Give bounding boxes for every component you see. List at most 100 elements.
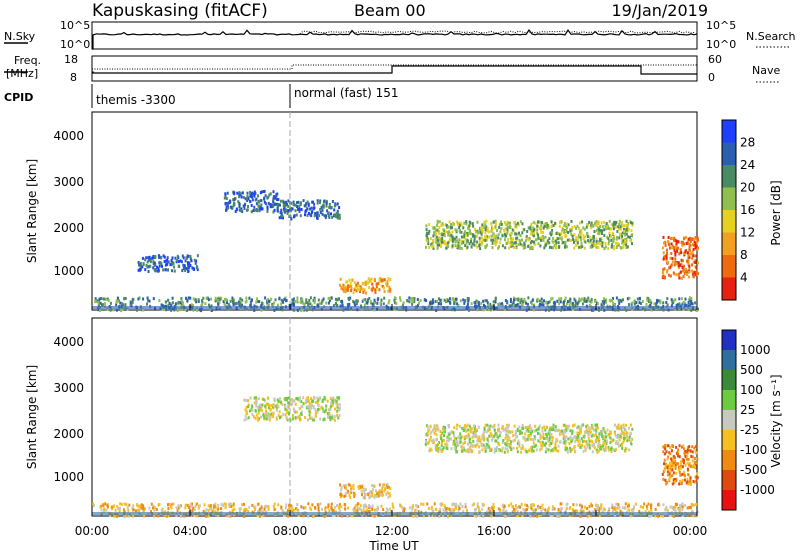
velocity-echo-cell [132,508,135,511]
velocity-echo-cell [604,448,607,452]
power-echo-cell [484,235,487,239]
velocity-echo-cell [140,503,143,507]
power-echo-cell [474,234,477,238]
velocity-echo-cell [314,506,317,510]
power-echo-cell [573,297,576,301]
power-echo-cell [515,242,518,246]
velocity-echo-cell [455,502,458,506]
velocity-echo-cell [565,428,568,432]
velocity-echo-cell [464,427,467,431]
velocity-echo-cell [327,415,330,419]
power-echo-cell [570,220,573,223]
power-echo-cell [526,237,529,241]
velocity-echo-cell [338,403,341,407]
velocity-echo-cell [590,439,592,443]
velocity-echo-cell [683,461,685,465]
velocity-echo-cell [588,439,591,443]
velocity-echo-cell [632,509,634,513]
velocity-echo-cell [507,424,510,428]
velocity-echo-cell [586,445,589,449]
power-echo-cell [362,282,365,286]
power-echo-cell [600,303,603,307]
power-echo-cell [322,203,325,207]
velocity-echo-cell [531,430,533,434]
velocity-echo-cell [546,434,548,438]
power-echo-cell [173,269,176,273]
power-echo-cell [250,194,253,198]
power-echo-cell [167,260,170,264]
velocity-echo-cell [477,425,480,429]
velocity-echo-cell [300,410,303,414]
power-echo-cell [416,298,419,301]
power-echo-cell [684,301,687,305]
velocity-echo-cell [228,505,231,508]
velocity-echo-cell [307,418,309,422]
colorbar-segment [722,330,736,351]
velocity-echo-cell [298,399,301,403]
velocity-echo-cell [114,508,117,512]
power-echo-cell [477,301,480,305]
power-echo-cell [163,260,166,263]
velocity-echo-cell [167,502,170,506]
power-echo-cell [667,308,670,312]
velocity-echo-cell [574,440,577,444]
power-echo-cell [458,224,461,227]
power-echo-cell [408,300,411,304]
power-echo-cell [289,206,292,210]
velocity-echo-cell [457,443,460,447]
power-echo-cell [189,264,192,267]
power-echo-cell [197,298,200,302]
power-echo-cell [635,301,638,305]
power-colorbar-label: Power [dB] [769,180,783,245]
power-echo-cell [194,261,197,265]
velocity-echo-cell [564,430,567,434]
power-echo-cell [239,302,242,306]
velocity-echo-cell [376,508,379,512]
power-echo-cell [600,221,603,225]
velocity-echo-cell [672,445,674,448]
power-echo-cell [563,308,566,312]
power-echo-cell [354,303,357,307]
power-echo-cell [670,304,673,308]
power-echo-cell [598,231,601,235]
velocity-echo-cell [321,507,324,511]
velocity-echo-cell [338,503,341,507]
velocity-echo-cell [292,414,294,418]
power-echo-cell [620,237,623,241]
power-echo-cell [468,224,471,228]
power-echo-cell [691,256,694,260]
power-echo-cell [288,215,291,218]
velocity-echo-cell [678,509,681,513]
velocity-echo-cell [629,440,632,444]
velocity-echo-cell [618,444,620,448]
velocity-echo-cell [452,502,455,506]
velocity-echo-cell [667,444,670,448]
power-echo-cell [284,204,287,208]
power-echo-cell [687,237,690,241]
power-echo-cell [625,224,628,228]
velocity-echo-cell [223,502,226,506]
colorbar-tick: 500 [740,363,763,377]
power-echo-cell [349,281,352,285]
velocity-echo-cell [371,488,374,492]
velocity-echo-cell [595,431,597,435]
power-echo-cell [300,308,303,312]
power-echo-cell [233,191,236,195]
power-echo-cell [506,225,509,229]
power-echo-cell [232,198,235,202]
power-echo-cell [460,235,463,239]
velocity-echo-cell [619,427,622,431]
colorbar-segment [722,232,736,256]
power-echo-cell [162,254,165,258]
power-echo-cell [582,237,585,241]
power-echo-cell [572,238,575,241]
velocity-echo-cell [688,463,691,467]
power-echo-cell [413,300,416,304]
nave-tick-bottom: 0 [708,71,715,84]
velocity-echo-cell [434,513,437,517]
power-echo-cell [177,300,180,304]
power-echo-cell [507,238,510,241]
velocity-echo-cell [300,505,303,509]
velocity-echo-cell [529,431,532,435]
velocity-echo-cell [332,401,335,404]
